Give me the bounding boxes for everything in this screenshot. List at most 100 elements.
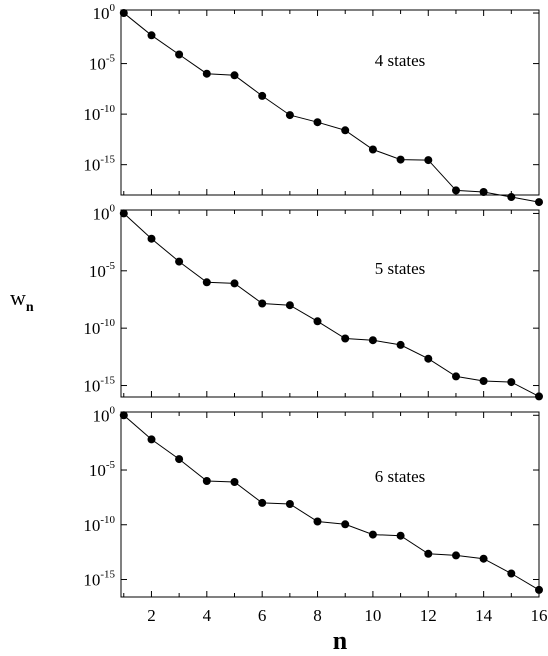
data-point <box>507 193 516 201</box>
panel-annotation: 5 states <box>375 259 426 278</box>
data-point <box>313 118 322 127</box>
data-point <box>119 411 128 420</box>
data-point <box>452 372 460 381</box>
y-tick-label: 10-10 <box>83 514 115 535</box>
data-point <box>341 520 350 529</box>
y-tick-base: 10 <box>89 55 106 74</box>
data-point <box>175 455 184 464</box>
x-tick-label: 2 <box>147 606 156 625</box>
y-tick-base: 10 <box>83 156 100 175</box>
data-point <box>368 530 377 539</box>
x-tick-label: 14 <box>475 606 493 625</box>
data-point <box>507 569 516 578</box>
data-point <box>396 340 405 349</box>
data-point <box>341 126 350 135</box>
y-tick-exponent: -5 <box>106 459 116 471</box>
series-line <box>123 12 540 203</box>
x-tick-label: 8 <box>313 606 322 625</box>
data-point <box>285 111 294 120</box>
y-tick-base: 10 <box>89 461 106 480</box>
data-point <box>202 278 211 287</box>
x-tick-label: 16 <box>531 606 548 625</box>
data-point <box>230 71 239 80</box>
y-tick-exponent: -15 <box>100 375 115 387</box>
x-axis-label: n <box>333 626 348 655</box>
data-point <box>230 478 239 486</box>
x-tick-label: 6 <box>258 606 267 625</box>
x-tick-label: 4 <box>203 606 212 625</box>
y-tick-label: 10-10 <box>83 317 115 338</box>
data-point <box>479 377 488 385</box>
data-point <box>368 336 377 345</box>
y-tick-label: 10-5 <box>89 260 116 281</box>
data-point <box>175 50 184 59</box>
data-point <box>147 234 156 243</box>
data-point <box>368 145 377 154</box>
y-tick-exponent: -5 <box>106 53 116 65</box>
data-point <box>258 498 267 507</box>
data-point <box>535 585 543 594</box>
y-tick-base: 10 <box>93 406 110 425</box>
x-tick-label: 10 <box>364 606 381 625</box>
y-tick-base: 10 <box>83 105 100 124</box>
y-tick-base: 10 <box>93 4 110 23</box>
y-axis-label: wn <box>10 285 34 315</box>
data-point <box>119 209 128 218</box>
data-point <box>535 392 543 401</box>
data-point <box>452 186 460 195</box>
y-tick-exponent: -15 <box>100 568 115 580</box>
data-point <box>230 279 239 288</box>
y-tick-exponent: -10 <box>100 103 115 115</box>
y-tick-label: 100 <box>93 202 116 223</box>
y-axis-label-main: w <box>10 285 26 310</box>
data-point <box>147 435 156 444</box>
y-tick-exponent: 0 <box>110 404 116 416</box>
data-point <box>258 299 267 308</box>
data-point <box>341 334 350 343</box>
data-point <box>175 257 184 266</box>
y-tick-exponent: -15 <box>100 154 115 166</box>
y-tick-label: 10-5 <box>89 459 116 480</box>
y-tick-label: 10-5 <box>89 53 116 74</box>
y-tick-base: 10 <box>83 377 100 396</box>
panel-annotation: 4 states <box>375 51 426 70</box>
data-point <box>424 354 433 363</box>
data-point <box>313 317 322 326</box>
y-tick-label: 10-15 <box>83 375 115 396</box>
data-point <box>424 156 433 165</box>
series-line <box>123 213 540 397</box>
y-tick-base: 10 <box>89 262 106 281</box>
data-point <box>285 301 294 310</box>
plot-frame <box>120 411 540 598</box>
y-tick-label: 100 <box>93 404 116 425</box>
y-tick-base: 10 <box>93 204 110 223</box>
data-point <box>202 69 211 78</box>
y-tick-base: 10 <box>83 516 100 535</box>
y-tick-label: 10-10 <box>83 103 115 124</box>
data-point <box>119 9 128 17</box>
data-point <box>258 91 267 100</box>
data-point <box>285 500 294 508</box>
y-tick-label: 100 <box>93 2 116 23</box>
y-axis-label-sub: n <box>26 300 34 315</box>
y-tick-base: 10 <box>83 319 100 338</box>
y-tick-exponent: 0 <box>110 202 116 214</box>
data-point <box>396 155 405 164</box>
data-point <box>507 378 516 387</box>
data-point <box>452 551 460 560</box>
data-point <box>479 188 488 196</box>
y-tick-label: 10-15 <box>83 568 115 589</box>
x-tick-label: 12 <box>420 606 437 625</box>
panel-annotation: 6 states <box>375 467 426 486</box>
data-point <box>535 198 543 207</box>
data-point <box>396 531 405 540</box>
plot-frame <box>120 209 540 398</box>
data-point <box>147 31 156 40</box>
data-point <box>202 477 211 485</box>
y-tick-exponent: -10 <box>100 514 115 526</box>
